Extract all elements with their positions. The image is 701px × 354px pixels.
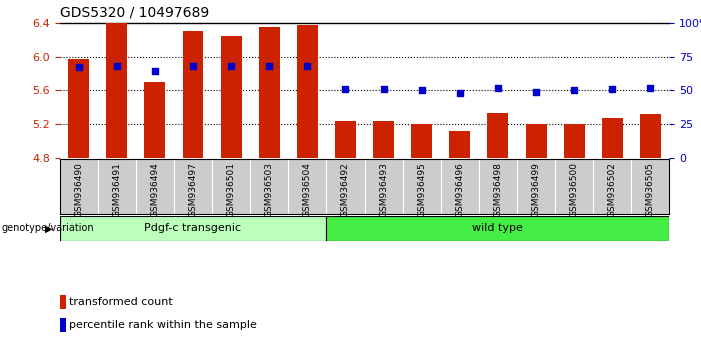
Bar: [60, 295, 67, 309]
Bar: [564, 124, 585, 158]
Text: genotype/variation: genotype/variation: [1, 223, 94, 233]
Point: [492, 85, 503, 90]
Text: ▶: ▶: [45, 223, 53, 233]
Text: GSM936502: GSM936502: [608, 162, 617, 217]
Bar: [182, 32, 203, 158]
Bar: [335, 121, 356, 158]
Bar: [107, 0, 128, 158]
Point: [301, 63, 313, 69]
Text: GSM936497: GSM936497: [189, 162, 198, 217]
Bar: [297, 25, 318, 158]
Text: percentile rank within the sample: percentile rank within the sample: [69, 320, 257, 330]
Text: GSM936504: GSM936504: [303, 162, 312, 217]
Text: wild type: wild type: [472, 223, 524, 233]
Point: [645, 85, 656, 90]
Bar: [640, 114, 661, 158]
Text: GSM936498: GSM936498: [494, 162, 503, 217]
Point: [340, 86, 351, 92]
Bar: [144, 82, 165, 158]
Text: GSM936503: GSM936503: [265, 162, 273, 217]
Bar: [449, 131, 470, 158]
Bar: [327, 216, 669, 241]
Text: GSM936492: GSM936492: [341, 162, 350, 217]
Point: [606, 86, 618, 92]
Text: GSM936500: GSM936500: [570, 162, 578, 217]
Point: [454, 90, 465, 96]
Bar: [259, 27, 280, 158]
Text: GSM936501: GSM936501: [226, 162, 236, 217]
Point: [569, 87, 580, 93]
Text: GSM936499: GSM936499: [531, 162, 540, 217]
Bar: [60, 216, 327, 241]
Bar: [60, 318, 67, 332]
Text: GSM936491: GSM936491: [112, 162, 121, 217]
Point: [187, 63, 198, 69]
Point: [531, 89, 542, 95]
Bar: [221, 36, 242, 158]
Bar: [68, 59, 89, 158]
Text: GSM936505: GSM936505: [646, 162, 655, 217]
Bar: [487, 113, 508, 158]
Bar: [373, 120, 394, 158]
Text: GSM936495: GSM936495: [417, 162, 426, 217]
Point: [149, 69, 161, 74]
Bar: [601, 118, 622, 158]
Point: [226, 63, 237, 69]
Text: GSM936496: GSM936496: [456, 162, 464, 217]
Point: [378, 86, 389, 92]
Text: GSM936493: GSM936493: [379, 162, 388, 217]
Bar: [526, 124, 547, 158]
Text: Pdgf-c transgenic: Pdgf-c transgenic: [144, 223, 242, 233]
Point: [416, 87, 428, 93]
Bar: [411, 124, 433, 158]
Text: GSM936494: GSM936494: [151, 162, 159, 217]
Point: [73, 64, 84, 70]
Text: GDS5320 / 10497689: GDS5320 / 10497689: [60, 5, 209, 19]
Text: transformed count: transformed count: [69, 297, 173, 307]
Point: [264, 63, 275, 69]
Text: GSM936490: GSM936490: [74, 162, 83, 217]
Point: [111, 63, 123, 69]
